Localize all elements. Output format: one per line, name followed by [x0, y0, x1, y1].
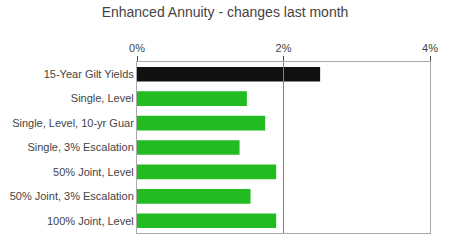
svg-text:4%: 4% — [422, 42, 438, 54]
svg-text:0%: 0% — [129, 42, 145, 54]
svg-text:Single, Level, 10-yr Guar: Single, Level, 10-yr Guar — [12, 117, 134, 129]
svg-text:100% Joint, Level: 100% Joint, Level — [47, 215, 134, 227]
svg-text:15-Year Gilt Yields: 15-Year Gilt Yields — [44, 68, 135, 80]
svg-text:Single, 3% Escalation: Single, 3% Escalation — [27, 141, 133, 153]
svg-text:50% Joint, 3% Escalation: 50% Joint, 3% Escalation — [10, 190, 134, 202]
svg-text:Single, Level: Single, Level — [71, 92, 134, 104]
svg-text:2%: 2% — [276, 42, 292, 54]
svg-text:Enhanced Annuity - changes las: Enhanced Annuity - changes last month — [102, 4, 349, 20]
svg-text:50% Joint, Level: 50% Joint, Level — [53, 166, 134, 178]
